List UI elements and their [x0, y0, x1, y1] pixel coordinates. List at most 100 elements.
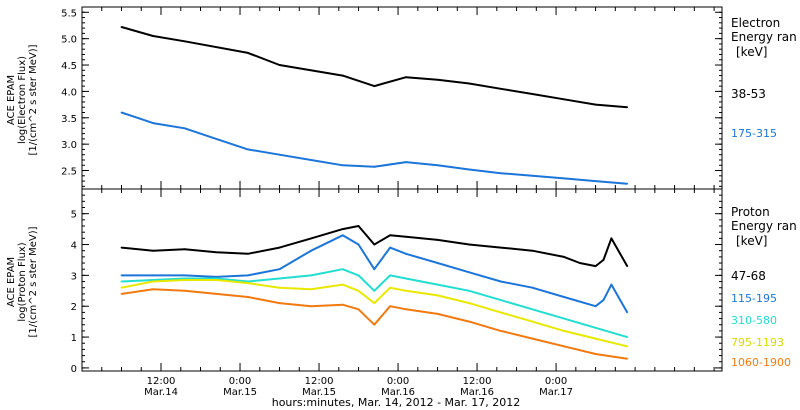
proton-series-1-point [563, 296, 565, 298]
electron-series-1-point [278, 153, 281, 156]
electron-series-0-point [594, 103, 597, 106]
proton-series-1-point [215, 276, 218, 278]
proton-series-1-point [468, 271, 471, 274]
proton-series-2-point [563, 317, 565, 320]
proton-series-2-point [152, 279, 155, 281]
proton-series-0-point [310, 237, 313, 240]
proton-series-3-point [120, 286, 123, 289]
electron-series-0-point [120, 26, 123, 28]
electron-series-0-point [247, 51, 249, 54]
proton-series-2-point [373, 289, 376, 292]
proton-series-4-point [499, 329, 502, 332]
proton-series-0-point [436, 238, 439, 241]
electron-series-0-point [499, 87, 502, 90]
electron-series-0-point [531, 93, 534, 95]
proton-series-3-point [373, 302, 376, 305]
electron-series-1-point [120, 111, 123, 114]
proton-series-4-point [405, 308, 407, 311]
x-tick-date-label: Mar.15 [302, 387, 336, 398]
proton-series-3-point [389, 286, 392, 289]
electron-series-group [120, 26, 629, 185]
proton-series-0-point [499, 246, 502, 249]
proton-series-4-point [247, 296, 249, 298]
proton-series-1-point [120, 274, 123, 277]
proton-ytick-label: 2 [71, 302, 77, 313]
proton-panel: 0 1 2 3 4 5 ACE EPAM log(Proton Flux) [1/(cm^… [6, 188, 797, 375]
proton-legend-310-580: 310-580 [731, 314, 777, 327]
electron-ylabel-line-3: [1/(cm^2 s ster MeV)] [28, 44, 39, 155]
proton-series-1-point [594, 305, 597, 308]
x-tick-date-label: Mar.14 [144, 387, 178, 398]
proton-series-1-point [278, 268, 281, 271]
proton-series-4-point [310, 305, 313, 308]
electron-series-1-point [626, 182, 629, 185]
electron-legend-unit: [keV] [736, 45, 767, 59]
proton-ylabel-line-2: log(Proton Flux) [17, 242, 28, 321]
proton-series-group [120, 225, 629, 360]
proton-series-1-point [499, 280, 502, 283]
proton-series-1-point [341, 234, 344, 237]
electron-ytick-label: 3.5 [61, 114, 77, 125]
proton-series-0-point [183, 248, 186, 251]
proton-series-3-point [436, 294, 439, 297]
x-tick-date-label: Mar.16 [460, 387, 494, 398]
proton-legend-title: Proton [731, 205, 770, 219]
electron-series-1-point [310, 159, 313, 161]
electron-legend-title: Electron [731, 16, 780, 30]
electron-series-0-point [436, 78, 439, 81]
x-tick-time-label: 0:00 [229, 376, 251, 387]
electron-ytick-label: 5.0 [61, 35, 77, 46]
electron-ytick-label: 5.5 [61, 8, 77, 19]
proton-legend-subtitle: Energy ran [731, 219, 797, 233]
proton-series-2-point [436, 283, 439, 286]
proton-x-ticks [81, 189, 715, 371]
x-tick-time-label: 0:00 [545, 376, 567, 387]
proton-series-3-point [468, 302, 471, 305]
proton-series-0-point [594, 265, 597, 268]
proton-series-47-68-line [121, 225, 629, 268]
proton-series-4-point [357, 308, 360, 311]
proton-series-0-point [120, 246, 123, 249]
proton-series-2-point [357, 274, 360, 277]
proton-series-4-point [531, 337, 534, 340]
proton-series-2-point [310, 274, 313, 277]
proton-series-0-point [278, 246, 281, 249]
electron-series-1-point [563, 177, 565, 180]
electron-series-0-point [373, 85, 376, 88]
proton-series-1-point [626, 311, 629, 314]
proton-series-0-point [152, 249, 155, 252]
proton-ytick-label: 5 [71, 210, 77, 221]
proton-series-4-point [215, 292, 218, 295]
electron-series-1-point [468, 168, 471, 171]
proton-series-2-point [278, 277, 281, 280]
proton-series-4-point [373, 323, 376, 326]
proton-series-0-point [373, 243, 376, 246]
electron-ytick-label: 4.0 [61, 87, 77, 98]
x-tick-time-label: 12:00 [305, 376, 334, 387]
electron-series-1-point [183, 127, 186, 130]
electron-series-0-point [278, 64, 281, 66]
proton-series-2-point [594, 326, 597, 329]
proton-series-3-point [341, 283, 344, 286]
electron-series-0-point [152, 35, 155, 37]
proton-series-3-point [310, 288, 313, 291]
proton-ytick-label: 0 [71, 364, 77, 375]
proton-series-4-point [341, 303, 344, 306]
proton-series-4-point [152, 288, 155, 291]
proton-series-0-point [610, 237, 613, 240]
electron-series-0-point [626, 106, 629, 109]
proton-series-2-point [183, 277, 186, 280]
proton-legend-795-1193: 795-1193 [731, 336, 784, 349]
electron-series-1-point [594, 180, 597, 182]
x-tick-date-label: Mar.17 [539, 387, 573, 398]
proton-series-0-point [531, 249, 534, 252]
proton-series-1-point [436, 262, 439, 264]
proton-series-3-point [357, 289, 360, 292]
proton-series-4-point [468, 320, 471, 323]
proton-series-4-point [183, 289, 186, 292]
proton-series-0-point [602, 259, 605, 261]
proton-ylabel-line-3: [1/(cm^2 s ster MeV)] [28, 226, 39, 337]
x-tick-time-label: 12:00 [463, 376, 492, 387]
proton-legend-115-195: 115-195 [731, 292, 777, 305]
